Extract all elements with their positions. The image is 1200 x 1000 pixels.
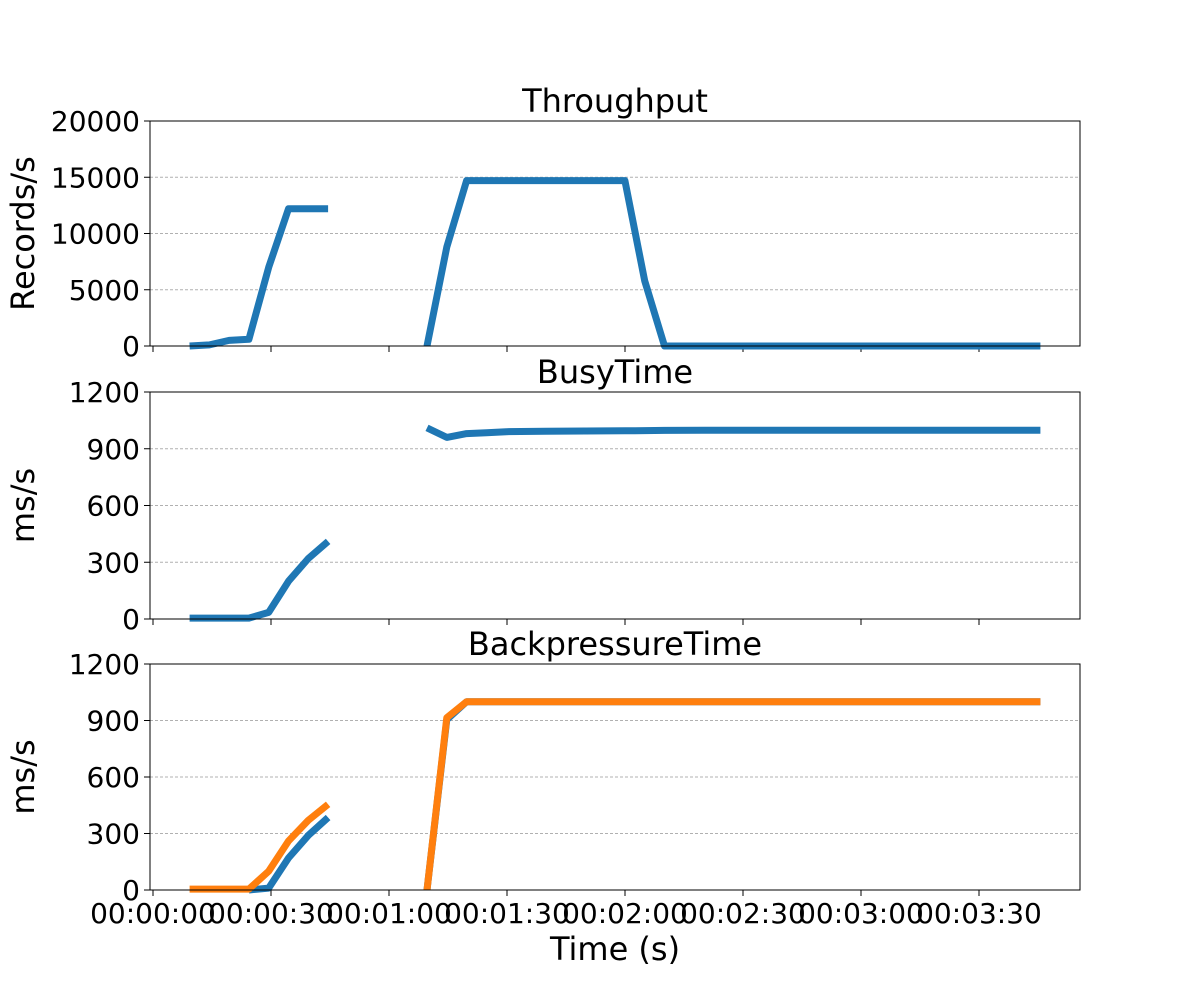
panel-1-series-1-line <box>189 205 329 350</box>
panel-3-y-axis-label: ms/s <box>4 739 42 814</box>
panel-3-series-1-line <box>248 814 331 894</box>
panel-2-series-1-line <box>425 424 1041 441</box>
panel-2-y-tick-label: 0 <box>122 603 140 636</box>
panel-2-y-tick-label: 1200 <box>69 376 140 409</box>
panel-1-y-tick-label: 10000 <box>51 218 140 251</box>
x-tick-label: 00:03:30 <box>916 897 1042 930</box>
panel-3-series-2-line <box>423 698 1041 891</box>
panel-1-frame <box>149 120 1081 347</box>
panel-3-series-2-line <box>189 801 331 893</box>
x-tick-label: 00:02:30 <box>680 897 806 930</box>
x-tick-label: 00:00:30 <box>208 897 334 930</box>
panel-3-title: BackpressureTime <box>468 625 762 663</box>
x-axis-label: Time (s) <box>549 930 680 968</box>
x-tick-label: 00:01:30 <box>444 897 570 930</box>
panel-2-frame <box>149 391 1081 620</box>
panel-2-y-axis-label: ms/s <box>4 468 42 543</box>
panel-2-y-tick-label: 300 <box>87 546 140 579</box>
panel-2-y-tick-label: 900 <box>87 433 140 466</box>
panel-1-y-tick-label: 5000 <box>69 274 140 307</box>
panel-3-y-tick-label: 300 <box>87 818 140 851</box>
panel-1-title: Throughput <box>521 82 708 120</box>
x-tick-label: 00:02:00 <box>562 897 688 930</box>
panel-3-y-tick-label: 600 <box>87 761 140 794</box>
panel-3-y-tick-label: 900 <box>87 705 140 738</box>
panel-1-y-tick-label: 15000 <box>51 161 140 194</box>
panel-1-y-tick-label: 0 <box>122 330 140 363</box>
panel-1-y-axis-label: Records/s <box>4 156 42 311</box>
panel-2-title: BusyTime <box>537 353 693 391</box>
x-tick-label: 00:00:00 <box>90 897 216 930</box>
panel-3-y-tick-label: 1200 <box>69 648 140 681</box>
panel-1-y-tick-label: 20000 <box>51 105 140 138</box>
panel-3-frame <box>149 663 1081 891</box>
panel-2-series-1-line <box>189 538 331 622</box>
panel-3-y-tick-label: 0 <box>122 874 140 907</box>
panel-2-y-tick-label: 600 <box>87 490 140 523</box>
x-tick-label: 00:03:00 <box>798 897 924 930</box>
x-tick-label: 00:01:00 <box>326 897 452 930</box>
